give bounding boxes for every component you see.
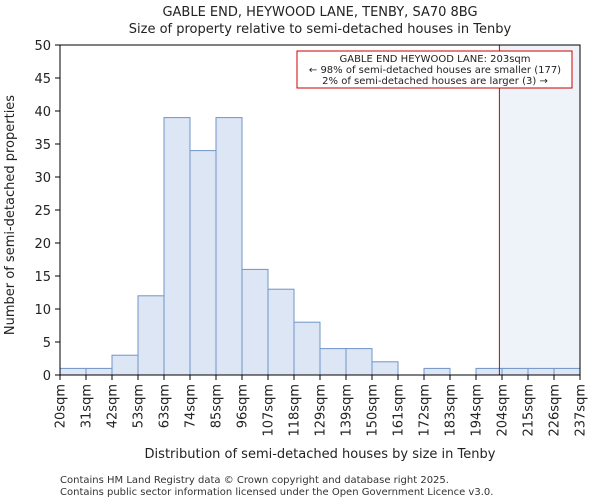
histogram-bar: [163, 117, 191, 376]
histogram-bar: [293, 321, 321, 376]
histogram-bar: [527, 367, 555, 376]
annotation-line-3: 2% of semi-detached houses are larger (3…: [322, 76, 548, 87]
histogram-bar: [501, 367, 529, 376]
y-axis-label: Number of semi-detached properties: [3, 95, 18, 335]
histogram-bar: [553, 367, 581, 376]
x-tick-label: 194sqm: [470, 384, 485, 437]
histogram-bar: [189, 150, 217, 376]
x-tick-label: 74sqm: [184, 384, 199, 428]
x-tick-label: 172sqm: [418, 384, 433, 437]
y-tick-label: 45: [34, 72, 51, 87]
x-axis-label: Distribution of semi-detached houses by …: [145, 447, 496, 462]
x-tick-label: 226sqm: [548, 384, 563, 437]
y-tick-label: 15: [34, 270, 51, 285]
y-tick-label: 35: [34, 138, 51, 153]
bars-group: [59, 117, 581, 376]
footer-line-2: Contains public sector information licen…: [60, 487, 493, 498]
histogram-bar: [345, 348, 373, 376]
histogram-bar: [137, 295, 165, 376]
histogram-bar: [267, 288, 295, 376]
plot-frame: [59, 44, 581, 376]
x-tick-label: 150sqm: [366, 384, 381, 437]
x-tick-label: 139sqm: [340, 384, 355, 437]
larger-than-subject-shade: [499, 45, 580, 375]
chart-subtitle: Size of property relative to semi-detach…: [129, 22, 512, 37]
x-tick-label: 20sqm: [54, 384, 69, 428]
histogram-bar: [85, 367, 113, 376]
x-tick-label: 161sqm: [392, 384, 407, 437]
x-tick-label: 53sqm: [132, 384, 147, 428]
histogram-bar: [423, 367, 451, 376]
x-tick-label: 129sqm: [314, 384, 329, 437]
histogram-bar: [59, 367, 87, 376]
y-tick-label: 25: [34, 204, 51, 219]
annotation-line-1: GABLE END HEYWOOD LANE: 203sqm: [339, 54, 530, 65]
y-tick-label: 50: [34, 39, 51, 54]
histogram-bar: [319, 348, 347, 376]
x-tick-label: 237sqm: [574, 384, 589, 437]
x-tick-label: 118sqm: [288, 384, 303, 437]
annotation-line-2: ← 98% of semi-detached houses are smalle…: [309, 65, 561, 76]
x-tick-label: 31sqm: [80, 384, 95, 428]
x-tick-label: 96sqm: [236, 384, 251, 428]
x-tick-label: 204sqm: [496, 384, 511, 437]
histogram-bar: [111, 354, 139, 376]
histogram-bar: [475, 367, 503, 376]
chart-title: GABLE END, HEYWOOD LANE, TENBY, SA70 8BG: [162, 5, 477, 20]
y-tick-label: 0: [43, 369, 51, 384]
annotation-box: GABLE END HEYWOOD LANE: 203sqm ← 98% of …: [296, 50, 573, 89]
y-tick-label: 10: [34, 303, 51, 318]
y-axis-ticks: 0 5 10 15 20 25 30 35 40 45 50: [34, 39, 60, 384]
x-tick-label: 183sqm: [444, 384, 459, 437]
y-tick-label: 40: [34, 105, 51, 120]
y-tick-label: 30: [34, 171, 51, 186]
histogram-bar: [215, 117, 243, 376]
y-tick-label: 5: [43, 336, 51, 351]
footer-line-1: Contains HM Land Registry data © Crown c…: [60, 475, 449, 486]
x-tick-label: 215sqm: [522, 384, 537, 437]
annotation-border: [296, 50, 573, 89]
x-tick-label: 107sqm: [262, 384, 277, 437]
histogram-bar: [241, 268, 269, 376]
histogram-bar: [371, 361, 399, 376]
x-axis-ticks: 20sqm 31sqm 42sqm 53sqm 63sqm 74sqm 85sqm 96sqm…: [54, 375, 589, 437]
x-tick-label: 63sqm: [158, 384, 173, 428]
x-tick-label: 42sqm: [106, 384, 121, 428]
y-tick-label: 20: [34, 237, 51, 252]
x-tick-label: 85sqm: [210, 384, 225, 428]
